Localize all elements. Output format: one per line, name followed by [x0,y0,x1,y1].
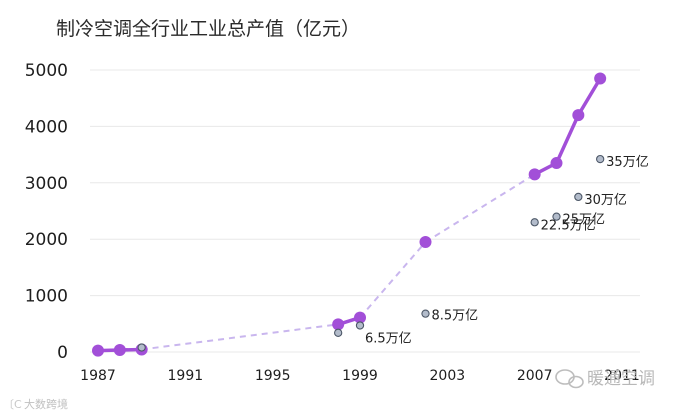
annotation-point [334,328,343,337]
dashed-connector [359,241,427,319]
series-point [92,344,104,357]
watermark-logo-icon: 〔C [3,398,22,411]
series-point [550,157,563,170]
x-tick-label: 2003 [430,368,466,384]
annotation-label: 25万亿 [563,213,606,228]
annotation-point [137,343,146,352]
annotation-point [596,154,605,164]
y-tick-label: 5000 [25,61,68,81]
annotation-point [421,309,430,318]
watermark-bottom-left: 〔C 大数跨境 [3,397,68,411]
annotation-point [530,218,539,227]
y-tick-label: 1000 [25,287,68,307]
annotation-label: 8.5万亿 [432,309,479,324]
series-point [354,311,366,324]
series-point [419,236,432,249]
x-tick-label: 1987 [80,368,116,384]
y-tick-label: 2000 [25,230,68,250]
x-tick-label: 2011 [604,368,640,384]
gridlines [90,69,640,353]
dashed-connectors [141,173,536,351]
annotation-label: 22.5万亿 [541,218,596,233]
watermark-text-left: 大数跨境 [24,397,68,411]
series-point [572,109,585,122]
series-point [528,168,541,181]
annotation-label: 6.5万亿 [365,331,412,346]
chart-title: 制冷空调全行业工业总产值（亿元） [56,18,360,40]
x-tick-label: 1999 [342,368,378,384]
series-line-segment [533,77,602,176]
annotation-point [574,192,583,202]
x-tick-label: 2007 [517,368,553,384]
y-tick-label: 0 [57,343,68,363]
x-axis-ticks: 1987 1991 1995 1999 2003 2007 2011 [80,368,640,384]
y-tick-label: 3000 [25,174,68,194]
annotation-label: 35万亿 [606,155,649,170]
watermark-bottom-right: 暖通空调 [555,369,655,389]
series-lines [97,77,602,353]
annotation-point [552,212,561,221]
dashed-connector [424,173,536,243]
y-tick-label: 4000 [25,117,68,137]
dashed-connector [141,323,339,351]
x-tick-label: 1995 [255,368,291,384]
annotation-label: 30万亿 [584,193,627,208]
watermark-text: 暖通空调 [587,369,655,389]
series-points [92,72,607,357]
annotation-point [355,321,365,330]
y-axis-ticks: 0 1000 2000 3000 4000 5000 [25,61,68,363]
chat-bubble-icon [555,369,584,389]
series-point [594,72,607,85]
series-point [332,318,345,331]
series-point [113,344,126,357]
x-tick-label: 1991 [168,368,204,384]
